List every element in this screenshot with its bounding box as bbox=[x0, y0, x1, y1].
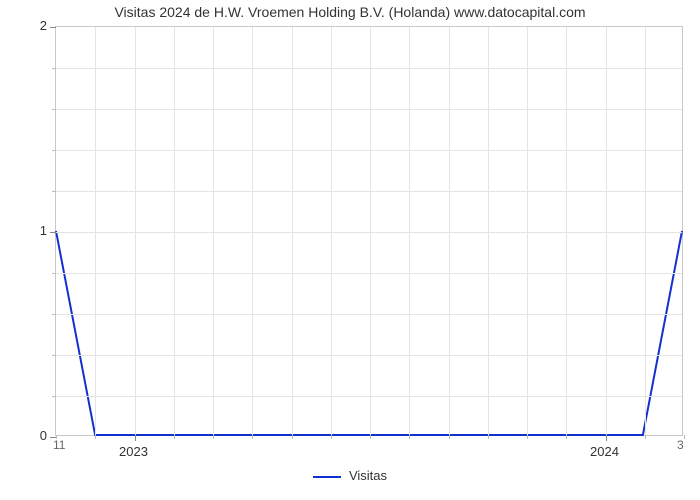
x-minor-tick bbox=[370, 435, 371, 439]
x-gridline bbox=[95, 27, 96, 435]
y-minor-gridline bbox=[56, 191, 682, 192]
chart-container: Visitas 2024 de H.W. Vroemen Holding B.V… bbox=[0, 0, 700, 500]
x-gridline bbox=[566, 27, 567, 435]
x-minor-tick bbox=[409, 435, 410, 439]
legend-swatch bbox=[313, 476, 341, 478]
y-gridline bbox=[56, 232, 682, 233]
y-minor-gridline bbox=[56, 314, 682, 315]
y-tick bbox=[50, 27, 56, 28]
legend: Visitas bbox=[0, 468, 700, 483]
x-minor-tick bbox=[527, 435, 528, 439]
legend-label: Visitas bbox=[349, 468, 387, 483]
y-minor-gridline bbox=[56, 355, 682, 356]
x-range-end-label: 3 bbox=[677, 438, 684, 452]
x-minor-tick bbox=[566, 435, 567, 439]
x-gridline bbox=[213, 27, 214, 435]
x-gridline bbox=[252, 27, 253, 435]
x-gridline bbox=[488, 27, 489, 435]
y-minor-gridline bbox=[56, 273, 682, 274]
x-minor-tick bbox=[449, 435, 450, 439]
y-tick-label: 2 bbox=[27, 18, 47, 33]
y-minor-gridline bbox=[56, 150, 682, 151]
x-minor-tick bbox=[331, 435, 332, 439]
x-gridline bbox=[331, 27, 332, 435]
x-minor-tick bbox=[488, 435, 489, 439]
y-minor-tick bbox=[52, 355, 56, 356]
y-minor-tick bbox=[52, 273, 56, 274]
y-minor-gridline bbox=[56, 68, 682, 69]
x-gridline bbox=[409, 27, 410, 435]
y-minor-gridline bbox=[56, 109, 682, 110]
chart-title: Visitas 2024 de H.W. Vroemen Holding B.V… bbox=[0, 4, 700, 20]
x-tick bbox=[135, 435, 136, 441]
x-tick-label: 2024 bbox=[590, 444, 619, 459]
y-minor-tick bbox=[52, 68, 56, 69]
x-tick bbox=[606, 435, 607, 441]
x-range-start-label: 11 bbox=[53, 438, 65, 452]
x-gridline bbox=[606, 27, 607, 435]
y-minor-tick bbox=[52, 314, 56, 315]
x-gridline bbox=[449, 27, 450, 435]
line-series bbox=[56, 27, 682, 435]
x-tick-label: 2023 bbox=[119, 444, 148, 459]
y-minor-tick bbox=[52, 396, 56, 397]
x-gridline bbox=[645, 27, 646, 435]
plot-area bbox=[55, 26, 683, 436]
x-minor-tick bbox=[213, 435, 214, 439]
series-line bbox=[56, 231, 682, 435]
x-minor-tick bbox=[95, 435, 96, 439]
y-tick bbox=[50, 232, 56, 233]
x-gridline bbox=[135, 27, 136, 435]
x-gridline bbox=[292, 27, 293, 435]
y-minor-gridline bbox=[56, 396, 682, 397]
y-tick-label: 0 bbox=[27, 428, 47, 443]
x-gridline bbox=[174, 27, 175, 435]
x-minor-tick bbox=[252, 435, 253, 439]
x-minor-tick bbox=[645, 435, 646, 439]
x-minor-tick bbox=[174, 435, 175, 439]
y-minor-tick bbox=[52, 191, 56, 192]
x-gridline bbox=[527, 27, 528, 435]
x-gridline bbox=[370, 27, 371, 435]
y-tick-label: 1 bbox=[27, 223, 47, 238]
y-minor-tick bbox=[52, 150, 56, 151]
x-minor-tick bbox=[684, 435, 685, 439]
y-minor-tick bbox=[52, 109, 56, 110]
x-minor-tick bbox=[292, 435, 293, 439]
